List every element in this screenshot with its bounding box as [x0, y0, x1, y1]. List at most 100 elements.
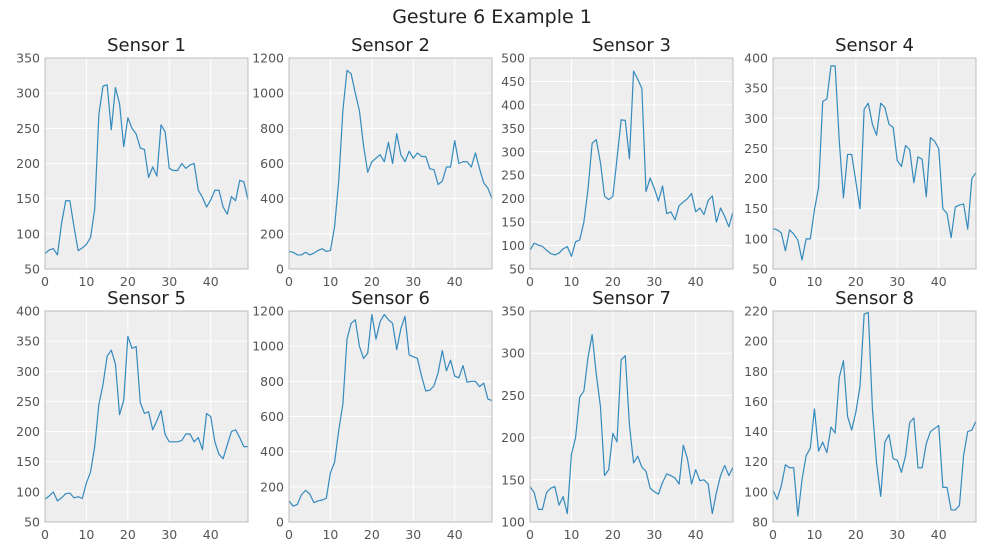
plot-area — [45, 311, 248, 522]
sensor-series-line — [772, 65, 977, 261]
x-tick-label: 40 — [931, 274, 947, 289]
x-tick-label: 20 — [605, 527, 621, 542]
y-tick-label: 300 — [501, 346, 525, 361]
plot-border — [288, 57, 493, 270]
y-tick-label: 50 — [509, 262, 525, 277]
subplot-title: Sensor 7 — [592, 288, 671, 309]
y-tick-label: 150 — [744, 201, 768, 216]
x-tick-label: 40 — [203, 274, 219, 289]
subplot-title: Sensor 1 — [107, 35, 186, 56]
plot-border — [772, 310, 977, 523]
y-tick-label: 50 — [24, 515, 40, 530]
y-tick-label: 100 — [501, 238, 525, 253]
subplot-title: Sensor 8 — [835, 288, 914, 309]
y-tick-label: 100 — [501, 515, 525, 530]
sensor-series-line — [288, 313, 493, 507]
y-tick-label: 800 — [260, 374, 284, 389]
subplot-sensor-8: 0 10 20 30 40 80 100 120 140 160 180 200 220 Sensor 8 — [744, 288, 977, 542]
subplot-sensor-5: 0 10 20 30 40 50 100 150 200 250 300 350 400 Sensor 5 — [16, 288, 249, 542]
y-tick-label: 160 — [744, 394, 768, 409]
x-tick-label: 20 — [364, 527, 380, 542]
x-tick-label: 20 — [848, 527, 864, 542]
y-tick-label: 350 — [16, 334, 40, 349]
y-tick-label: 200 — [501, 430, 525, 445]
plot-border — [529, 57, 734, 270]
x-tick-label: 30 — [646, 527, 662, 542]
sensor-series-line — [529, 70, 734, 257]
x-tick-label: 10 — [322, 274, 338, 289]
sensor-series-line — [44, 84, 249, 256]
y-tick-label: 50 — [752, 262, 768, 277]
x-tick-label: 10 — [806, 527, 822, 542]
y-tick-label: 350 — [501, 121, 525, 136]
y-tick-label: 0 — [276, 515, 284, 530]
subplot-sensor-1: 0 10 20 30 40 50 100 150 200 250 300 350 Sensor 1 — [16, 35, 249, 289]
y-tick-label: 1000 — [252, 86, 284, 101]
y-tick-label: 400 — [16, 304, 40, 319]
y-tick-label: 450 — [501, 74, 525, 89]
y-tick-label: 200 — [260, 479, 284, 494]
x-tick-label: 0 — [285, 274, 293, 289]
x-tick-label: 30 — [161, 274, 177, 289]
y-tick-label: 100 — [744, 231, 768, 246]
y-tick-label: 200 — [501, 191, 525, 206]
y-tick-label: 200 — [16, 424, 40, 439]
x-tick-label: 40 — [447, 274, 463, 289]
y-tick-label: 300 — [744, 111, 768, 126]
plot-border — [44, 310, 249, 523]
y-tick-label: 200 — [744, 171, 768, 186]
y-tick-label: 250 — [16, 121, 40, 136]
y-tick-label: 500 — [501, 51, 525, 66]
y-tick-label: 150 — [16, 454, 40, 469]
y-tick-label: 120 — [744, 454, 768, 469]
x-tick-label: 0 — [769, 274, 777, 289]
x-tick-label: 10 — [78, 274, 94, 289]
x-tick-label: 30 — [405, 527, 421, 542]
y-tick-label: 400 — [501, 97, 525, 112]
x-tick-label: 10 — [78, 527, 94, 542]
x-tick-label: 10 — [806, 274, 822, 289]
x-tick-label: 40 — [203, 527, 219, 542]
x-tick-label: 30 — [646, 274, 662, 289]
plot-border — [772, 57, 977, 270]
subplot-sensor-3: 0 10 20 30 40 50 100 150 200 250 300 350 400 450 500 Se… — [501, 35, 734, 289]
y-tick-label: 1200 — [252, 51, 284, 66]
y-tick-label: 400 — [260, 191, 284, 206]
y-tick-label: 150 — [501, 215, 525, 230]
plot-border — [288, 310, 493, 523]
plot-area — [773, 311, 976, 522]
x-tick-label: 30 — [889, 274, 905, 289]
figure-title: Gesture 6 Example 1 — [392, 6, 592, 28]
subplot-title: Sensor 2 — [351, 35, 430, 56]
x-tick-label: 40 — [447, 527, 463, 542]
x-tick-label: 40 — [688, 527, 704, 542]
y-tick-label: 220 — [744, 304, 768, 319]
y-tick-label: 0 — [276, 262, 284, 277]
y-tick-label: 1200 — [252, 304, 284, 319]
subplot-sensor-7: 0 10 20 30 40 100 150 200 250 300 350 Sensor 7 — [501, 288, 734, 542]
x-tick-label: 10 — [563, 527, 579, 542]
x-tick-label: 40 — [688, 274, 704, 289]
y-tick-label: 300 — [16, 364, 40, 379]
y-tick-label: 200 — [260, 226, 284, 241]
x-tick-label: 30 — [889, 527, 905, 542]
subplot-title: Sensor 4 — [835, 35, 914, 56]
x-tick-label: 0 — [526, 527, 534, 542]
y-tick-label: 250 — [16, 394, 40, 409]
y-tick-label: 150 — [16, 191, 40, 206]
y-tick-label: 350 — [501, 304, 525, 319]
sensor-series-line — [288, 69, 493, 256]
x-tick-label: 20 — [605, 274, 621, 289]
y-tick-label: 300 — [501, 144, 525, 159]
y-tick-label: 350 — [744, 81, 768, 96]
y-tick-label: 1000 — [252, 339, 284, 354]
y-tick-label: 100 — [744, 484, 768, 499]
plot-border — [44, 57, 249, 270]
y-tick-label: 180 — [744, 364, 768, 379]
y-tick-label: 50 — [24, 262, 40, 277]
plot-border — [529, 310, 734, 523]
x-tick-label: 30 — [405, 274, 421, 289]
